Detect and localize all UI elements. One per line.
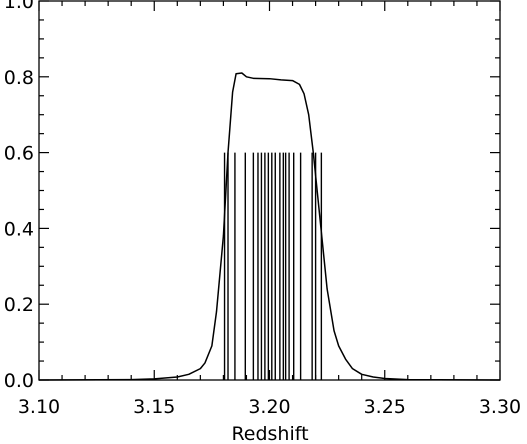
- x-tick-label: 3.20: [248, 396, 290, 418]
- y-tick-label: 1.0: [4, 0, 34, 13]
- y-tick-label: 0.4: [4, 218, 34, 240]
- transmission-curve: [38, 72, 501, 381]
- y-tick-label: 0.2: [4, 294, 34, 316]
- x-tick-label: 3.30: [479, 396, 521, 418]
- y-tick-label: 0.8: [4, 67, 34, 89]
- y-tick-label: 0.6: [4, 143, 34, 165]
- y-tick-label: 0.0: [4, 370, 34, 392]
- x-tick-label: 3.15: [133, 396, 175, 418]
- x-axis-label: Redshift: [231, 423, 308, 444]
- x-tick-label: 3.25: [364, 396, 406, 418]
- x-tick-label: 3.10: [18, 396, 60, 418]
- plot-frame: [38, 0, 501, 381]
